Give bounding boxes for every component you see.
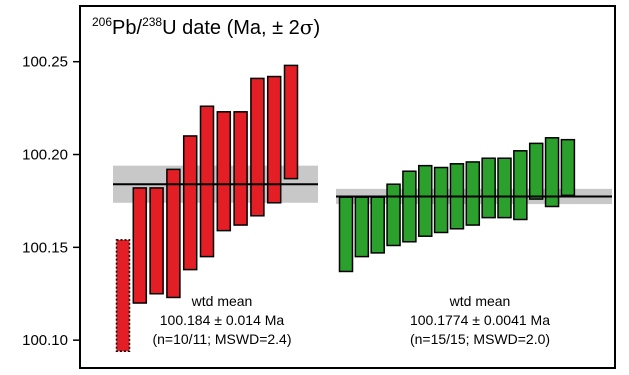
green-date-bar bbox=[370, 196, 385, 254]
green-date-bar bbox=[386, 183, 401, 247]
red-date-bar bbox=[216, 111, 232, 232]
red-stats-label: wtd mean bbox=[191, 293, 253, 309]
title-iso1-mass: 206 bbox=[92, 15, 112, 29]
title-iso1-elem: Pb/ bbox=[112, 17, 142, 39]
green-date-bar bbox=[402, 170, 417, 243]
green-date-bar bbox=[544, 137, 560, 208]
red-date-bar bbox=[182, 135, 198, 271]
y-tick-label: 100.10 bbox=[22, 332, 68, 349]
red-rejected-date-bar bbox=[115, 239, 131, 353]
y-tick-label: 100.25 bbox=[22, 54, 68, 71]
bars-layer bbox=[115, 64, 576, 353]
red-date-bar bbox=[132, 187, 148, 304]
green-date-bar bbox=[497, 157, 512, 219]
green-stats-meta: (n=15/15; MSWD=2.0) bbox=[410, 331, 550, 347]
red-date-bar bbox=[250, 77, 265, 217]
y-tick-label: 100.15 bbox=[22, 239, 68, 256]
y-axis: 100.10 100.15 100.20 100.25 bbox=[22, 54, 80, 349]
title-iso2-mass: 238 bbox=[142, 15, 162, 29]
green-date-bar bbox=[418, 164, 433, 237]
red-stats-value: 100.184 ± 0.014 Ma bbox=[160, 312, 285, 328]
title-close: ) bbox=[313, 17, 320, 39]
chart-title: 206Pb/238U date (Ma, ± 2σ) bbox=[92, 15, 320, 39]
green-stats-label: wtd mean bbox=[449, 293, 511, 309]
green-date-bar bbox=[433, 166, 449, 234]
green-date-bar bbox=[528, 142, 544, 200]
green-stats-value: 100.1774 ± 0.0041 Ma bbox=[410, 312, 550, 328]
green-date-bar bbox=[338, 196, 354, 273]
plot-frame bbox=[79, 5, 616, 369]
red-stats-meta: (n=10/11; MSWD=2.4) bbox=[152, 331, 291, 347]
y-tick-label: 100.20 bbox=[22, 147, 68, 164]
mean-lines-layer bbox=[113, 183, 612, 198]
green-date-bar bbox=[513, 150, 528, 221]
title-sigma: σ bbox=[300, 15, 314, 39]
red-date-bar bbox=[283, 64, 299, 180]
title-iso2-elem: U date (Ma, ± 2 bbox=[162, 17, 300, 39]
green-date-bar bbox=[354, 196, 370, 258]
red-date-bar bbox=[149, 187, 164, 295]
red-date-bar bbox=[199, 105, 215, 258]
red-date-bar bbox=[166, 168, 181, 299]
red-date-bar bbox=[233, 111, 248, 226]
green-date-bar bbox=[560, 138, 576, 197]
green-date-bar bbox=[481, 157, 496, 219]
green-date-bar bbox=[465, 161, 481, 226]
red-date-bar bbox=[266, 75, 282, 204]
